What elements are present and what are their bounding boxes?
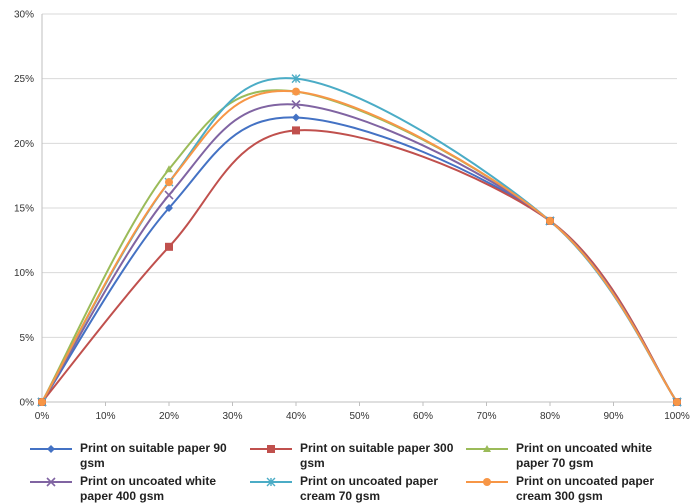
- series-line: [41, 89, 678, 403]
- y-tick-label: 30%: [14, 10, 34, 21]
- legend-label: Print on uncoated white paper 400 gsm: [80, 474, 217, 503]
- legend-item: Print on uncoated paper cream 300 gsm: [464, 474, 681, 504]
- data-point-marker: [266, 477, 276, 487]
- data-point-marker: [292, 87, 300, 96]
- y-tick-label: 10%: [14, 268, 34, 279]
- series-line: [41, 129, 678, 403]
- legend-item: Print on uncoated white paper 400 gsm: [28, 474, 245, 504]
- x-tick-label: 90%: [603, 411, 623, 422]
- y-tick-label: 5%: [20, 333, 35, 344]
- legend-swatch: [30, 445, 72, 453]
- y-tick-label: 25%: [14, 74, 34, 85]
- x-tick-label: 20%: [159, 411, 179, 422]
- legend-swatch: [466, 478, 508, 486]
- data-point-marker: [673, 398, 681, 406]
- data-point-marker: [38, 398, 46, 406]
- x-tick-label: 80%: [540, 411, 560, 422]
- data-point-marker: [267, 445, 275, 453]
- chart-series-lines: [41, 77, 678, 403]
- chart-legend: Print on suitable paper 90 gsm Print on …: [0, 430, 693, 503]
- x-tick-label: 100%: [664, 411, 690, 422]
- chart-axes: [41, 14, 678, 406]
- legend-label: Print on suitable paper 300 gsm: [300, 441, 454, 470]
- series-line: [41, 116, 678, 403]
- x-tick-label: 70%: [476, 411, 496, 422]
- data-point-marker: [165, 178, 173, 187]
- legend-label: Print on uncoated paper cream 300 gsm: [516, 474, 655, 503]
- x-tick-label: 50%: [349, 411, 369, 422]
- data-point-marker: [292, 126, 300, 135]
- x-tick-label: 0%: [35, 411, 50, 422]
- legend-swatch: [250, 477, 292, 487]
- legend-label: Print on uncoated paper cream 70 gsm: [300, 474, 439, 503]
- data-point-marker: [483, 478, 491, 486]
- data-point-marker: [546, 216, 554, 225]
- legend-item: Print on suitable paper 90 gsm: [28, 441, 245, 471]
- legend-swatch: [250, 445, 292, 453]
- chart-markers: [37, 74, 682, 407]
- legend-item: Print on uncoated white paper 70 gsm: [464, 441, 681, 471]
- legend-swatch: [466, 445, 508, 452]
- y-tick-label: 15%: [14, 204, 34, 215]
- x-tick-label: 40%: [286, 411, 306, 422]
- data-point-marker: [165, 165, 173, 173]
- data-point-marker: [483, 445, 491, 452]
- y-tick-label: 20%: [14, 139, 34, 150]
- x-tick-label: 10%: [95, 411, 115, 422]
- chart-tick-labels: 0% 5% 10% 15% 20% 25% 30% 0% 10% 20% 30% 40% 50% 60% 7…: [14, 10, 690, 423]
- data-point-marker: [47, 445, 55, 453]
- line-chart: 0% 5% 10% 15% 20% 25% 30% 0% 10% 20% 30% 40% 50% 60% 7…: [14, 10, 690, 423]
- legend-label: Print on uncoated white paper 70 gsm: [516, 441, 653, 470]
- legend-item: Print on uncoated paper cream 70 gsm: [248, 474, 465, 504]
- x-tick-label: 60%: [413, 411, 433, 422]
- data-point-marker: [291, 74, 301, 84]
- x-tick-label: 30%: [222, 411, 242, 422]
- legend-label: Print on suitable paper 90 gsm: [80, 441, 227, 470]
- legend-swatch: [30, 477, 72, 487]
- data-point-marker: [165, 242, 173, 251]
- data-point-marker: [46, 477, 56, 487]
- data-point-marker: [164, 190, 174, 200]
- data-point-marker: [292, 113, 300, 122]
- chart-gridlines: [42, 13, 677, 338]
- legend-item: Print on suitable paper 300 gsm: [248, 441, 465, 471]
- data-point-marker: [165, 204, 173, 212]
- data-point-marker: [291, 99, 301, 110]
- y-tick-label: 0%: [20, 398, 35, 409]
